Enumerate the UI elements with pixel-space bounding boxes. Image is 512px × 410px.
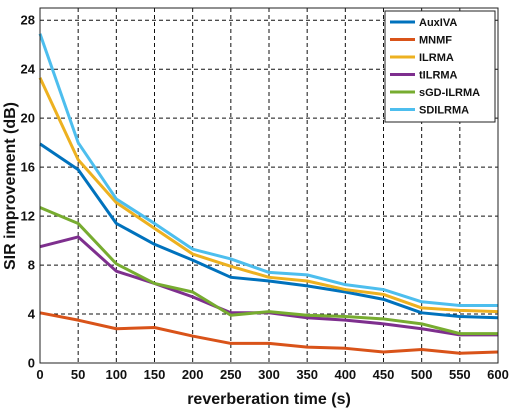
series-line-ilrma (38, 77, 499, 314)
x-tick-label: 450 (373, 367, 395, 382)
legend-label-tilrma: tILRMA (419, 70, 458, 82)
x-tick-label: 300 (258, 367, 280, 382)
series-lines (38, 33, 499, 355)
legend: AuxIVA MNMF ILRMA tILRMA sGD-ILRMA SDILRMA (384, 10, 496, 123)
series-line-sgd-ilrma (39, 206, 498, 336)
y-tick-label: 4 (28, 307, 36, 322)
series-line-auxiva (39, 142, 499, 320)
legend-box (384, 10, 496, 123)
x-tick-label: 350 (296, 367, 318, 382)
legend-label-mnmf: MNMF (419, 35, 452, 47)
x-tick-label: 150 (144, 367, 166, 382)
x-tick-label: 200 (182, 367, 204, 382)
plot-frame (39, 7, 499, 364)
x-tick-label: 600 (487, 367, 509, 382)
x-tick-label: 100 (105, 367, 127, 382)
y-tick-label: 20 (21, 111, 35, 126)
tick-labels: 0 50 100 150 200 250 300 350 400 450 500 550 600 0 4 8 1… (21, 13, 509, 382)
legend-label-ilrma: ILRMA (419, 52, 454, 64)
x-tick-label: 250 (220, 367, 242, 382)
x-tick-label: 0 (36, 367, 43, 382)
y-axis-title: SIR improvement (dB) (2, 102, 19, 270)
y-tick-label: 16 (21, 160, 35, 175)
series-line-mnmf (39, 311, 499, 355)
y-tick-label: 24 (21, 62, 36, 77)
y-tick-label: 28 (21, 13, 35, 28)
x-tick-label: 400 (334, 367, 356, 382)
x-tick-label: 500 (411, 367, 433, 382)
y-tick-label: 12 (21, 209, 35, 224)
x-tick-label: 550 (449, 367, 471, 382)
y-tick-label: 8 (28, 258, 35, 273)
legend-label-auxiva: AuxIVA (419, 17, 457, 29)
legend-label-sgd-ilrma: sGD-ILRMA (419, 87, 480, 99)
y-tick-label: 0 (28, 356, 35, 371)
legend-label-sdilrma: SDILRMA (419, 105, 469, 117)
x-axis-title: reverberation time (s) (187, 391, 351, 408)
x-tick-label: 50 (71, 367, 85, 382)
series-line-sdilrma (38, 33, 498, 307)
